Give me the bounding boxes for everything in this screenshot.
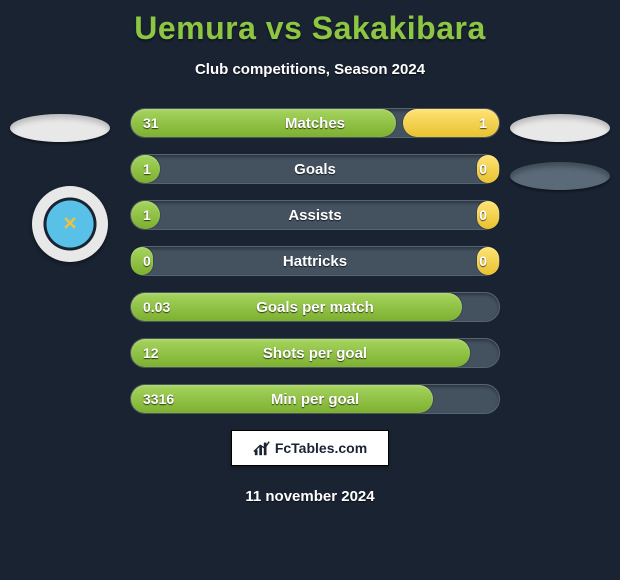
stat-row: 12 Shots per goal (130, 338, 500, 368)
bar-chart-icon (253, 439, 271, 457)
stat-row: 3316 Min per goal (130, 384, 500, 414)
stat-row: 1 0 Assists (130, 200, 500, 230)
stat-bars: 31 1 Matches 1 0 Goals 1 0 Assists 0 0 Hattricks 0.0… (130, 108, 500, 414)
stat-value-left: 0 (143, 253, 151, 269)
flag-left (10, 114, 110, 142)
stat-label: Goals (294, 161, 336, 178)
club-badge-inner (40, 194, 100, 254)
stat-bar-right: 0 (477, 247, 499, 275)
stat-value-left: 0.03 (143, 299, 170, 315)
stat-row: 0 0 Hattricks (130, 246, 500, 276)
flag-right-top (510, 114, 610, 142)
stat-row: 31 1 Matches (130, 108, 500, 138)
flag-right-bottom (510, 162, 610, 190)
fctables-logo: FcTables.com (231, 430, 389, 466)
chart-container: 31 1 Matches 1 0 Goals 1 0 Assists 0 0 Hattricks 0.0… (0, 108, 620, 414)
stat-label: Shots per goal (263, 345, 367, 362)
stat-bar-right: 1 (403, 109, 499, 137)
stat-bar-left: 0 (131, 247, 153, 275)
stat-bar-left: 31 (131, 109, 396, 137)
stat-bar-right: 0 (477, 201, 499, 229)
stat-value-left: 3316 (143, 391, 174, 407)
stat-bar-left: 1 (131, 155, 160, 183)
stat-value-right: 0 (479, 207, 487, 223)
stat-value-right: 1 (479, 115, 487, 131)
stat-label: Assists (288, 207, 341, 224)
stat-row: 0.03 Goals per match (130, 292, 500, 322)
club-badge (32, 186, 108, 262)
logo-text: FcTables.com (275, 440, 367, 456)
stat-label: Matches (285, 115, 345, 132)
stat-bar-left: 1 (131, 201, 160, 229)
stat-value-left: 1 (143, 207, 151, 223)
page-title: Uemura vs Sakakibara (0, 0, 620, 47)
stat-bar-right: 0 (477, 155, 499, 183)
stat-label: Goals per match (256, 299, 374, 316)
date: 11 november 2024 (0, 488, 620, 505)
subtitle: Club competitions, Season 2024 (0, 61, 620, 78)
stat-value-left: 12 (143, 345, 159, 361)
stat-value-left: 31 (143, 115, 159, 131)
stat-row: 1 0 Goals (130, 154, 500, 184)
stat-label: Min per goal (271, 391, 359, 408)
stat-value-right: 0 (479, 161, 487, 177)
stat-label: Hattricks (283, 253, 347, 270)
stat-value-right: 0 (479, 253, 487, 269)
stat-value-left: 1 (143, 161, 151, 177)
